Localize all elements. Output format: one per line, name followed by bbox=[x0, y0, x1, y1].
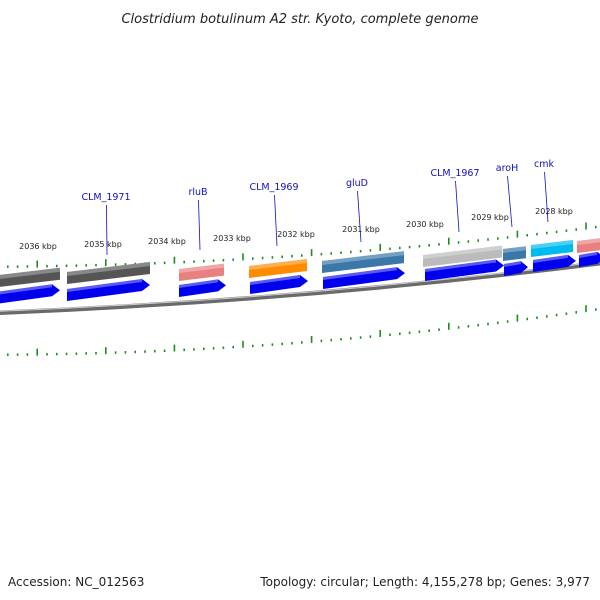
gene-feature-track bbox=[0, 238, 600, 288]
cds-arrow[interactable] bbox=[250, 275, 308, 294]
accession-label: Accession: NC_012563 bbox=[8, 575, 145, 589]
outer-tick-track bbox=[7, 222, 597, 268]
svg-text:aroH: aroH bbox=[496, 163, 518, 174]
gene-feature[interactable] bbox=[577, 238, 600, 253]
gene-feature[interactable] bbox=[322, 251, 404, 273]
cds-arrow[interactable] bbox=[533, 254, 576, 272]
gene-feature[interactable] bbox=[503, 246, 526, 261]
kbp-label: 2036 kbp bbox=[19, 242, 57, 251]
gene-feature[interactable] bbox=[249, 259, 307, 278]
gene-label[interactable]: rluB bbox=[188, 187, 208, 251]
cds-arrow[interactable] bbox=[179, 279, 226, 297]
cds-arrow[interactable] bbox=[425, 259, 504, 281]
gene-label-track: CLM_1971 rluB CLM_1969 gluD CLM_1967 aroH cmk bbox=[81, 159, 554, 256]
gene-feature[interactable] bbox=[67, 262, 150, 284]
kbp-label: 2034 kbp bbox=[148, 237, 186, 246]
kbp-label: 2033 kbp bbox=[213, 234, 251, 243]
kbp-label: 2029 kbp bbox=[471, 213, 509, 222]
genome-summary-label: Topology: circular; Length: 4,155,278 bp… bbox=[260, 575, 590, 589]
genome-backbone bbox=[0, 260, 600, 316]
gene-label[interactable]: cmk bbox=[534, 159, 554, 223]
kbp-label: 2028 kbp bbox=[535, 207, 573, 216]
cds-arrow[interactable] bbox=[579, 251, 600, 267]
gene-label[interactable]: gluD bbox=[346, 178, 368, 243]
svg-text:gluD: gluD bbox=[346, 178, 368, 189]
svg-text:CLM_1969: CLM_1969 bbox=[249, 182, 298, 193]
inner-tick-track bbox=[7, 305, 597, 356]
map-title: Clostridium botulinum A2 str. Kyoto, com… bbox=[121, 12, 478, 27]
cds-arrow[interactable] bbox=[504, 261, 528, 276]
kbp-label: 2031 kbp bbox=[342, 225, 380, 234]
gene-label[interactable]: CLM_1971 bbox=[81, 192, 131, 256]
cds-arrow-track bbox=[0, 251, 600, 304]
gene-label[interactable]: CLM_1967 bbox=[430, 168, 480, 233]
gene-feature[interactable] bbox=[0, 267, 60, 288]
svg-text:rluB: rluB bbox=[188, 187, 207, 198]
svg-text:CLM_1971: CLM_1971 bbox=[81, 192, 130, 203]
gene-label[interactable]: CLM_1969 bbox=[249, 182, 299, 247]
cds-arrow[interactable] bbox=[0, 284, 60, 304]
cds-arrow[interactable] bbox=[67, 279, 150, 301]
gene-feature[interactable] bbox=[423, 245, 502, 267]
svg-text:cmk: cmk bbox=[534, 159, 554, 170]
kbp-label: 2030 kbp bbox=[406, 220, 444, 229]
kbp-label-track: 2036 kbp 2035 kbp 2034 kbp 2033 kbp 2032 kbp… bbox=[19, 207, 573, 251]
cds-arrow[interactable] bbox=[323, 267, 405, 289]
genome-backbone-highlight bbox=[0, 261, 600, 312]
kbp-label: 2035 kbp bbox=[84, 240, 122, 249]
svg-text:CLM_1967: CLM_1967 bbox=[430, 168, 479, 179]
gene-feature[interactable] bbox=[531, 239, 573, 257]
kbp-label: 2032 kbp bbox=[277, 230, 315, 239]
gene-label[interactable]: aroH bbox=[496, 163, 518, 228]
gene-feature[interactable] bbox=[179, 263, 224, 281]
